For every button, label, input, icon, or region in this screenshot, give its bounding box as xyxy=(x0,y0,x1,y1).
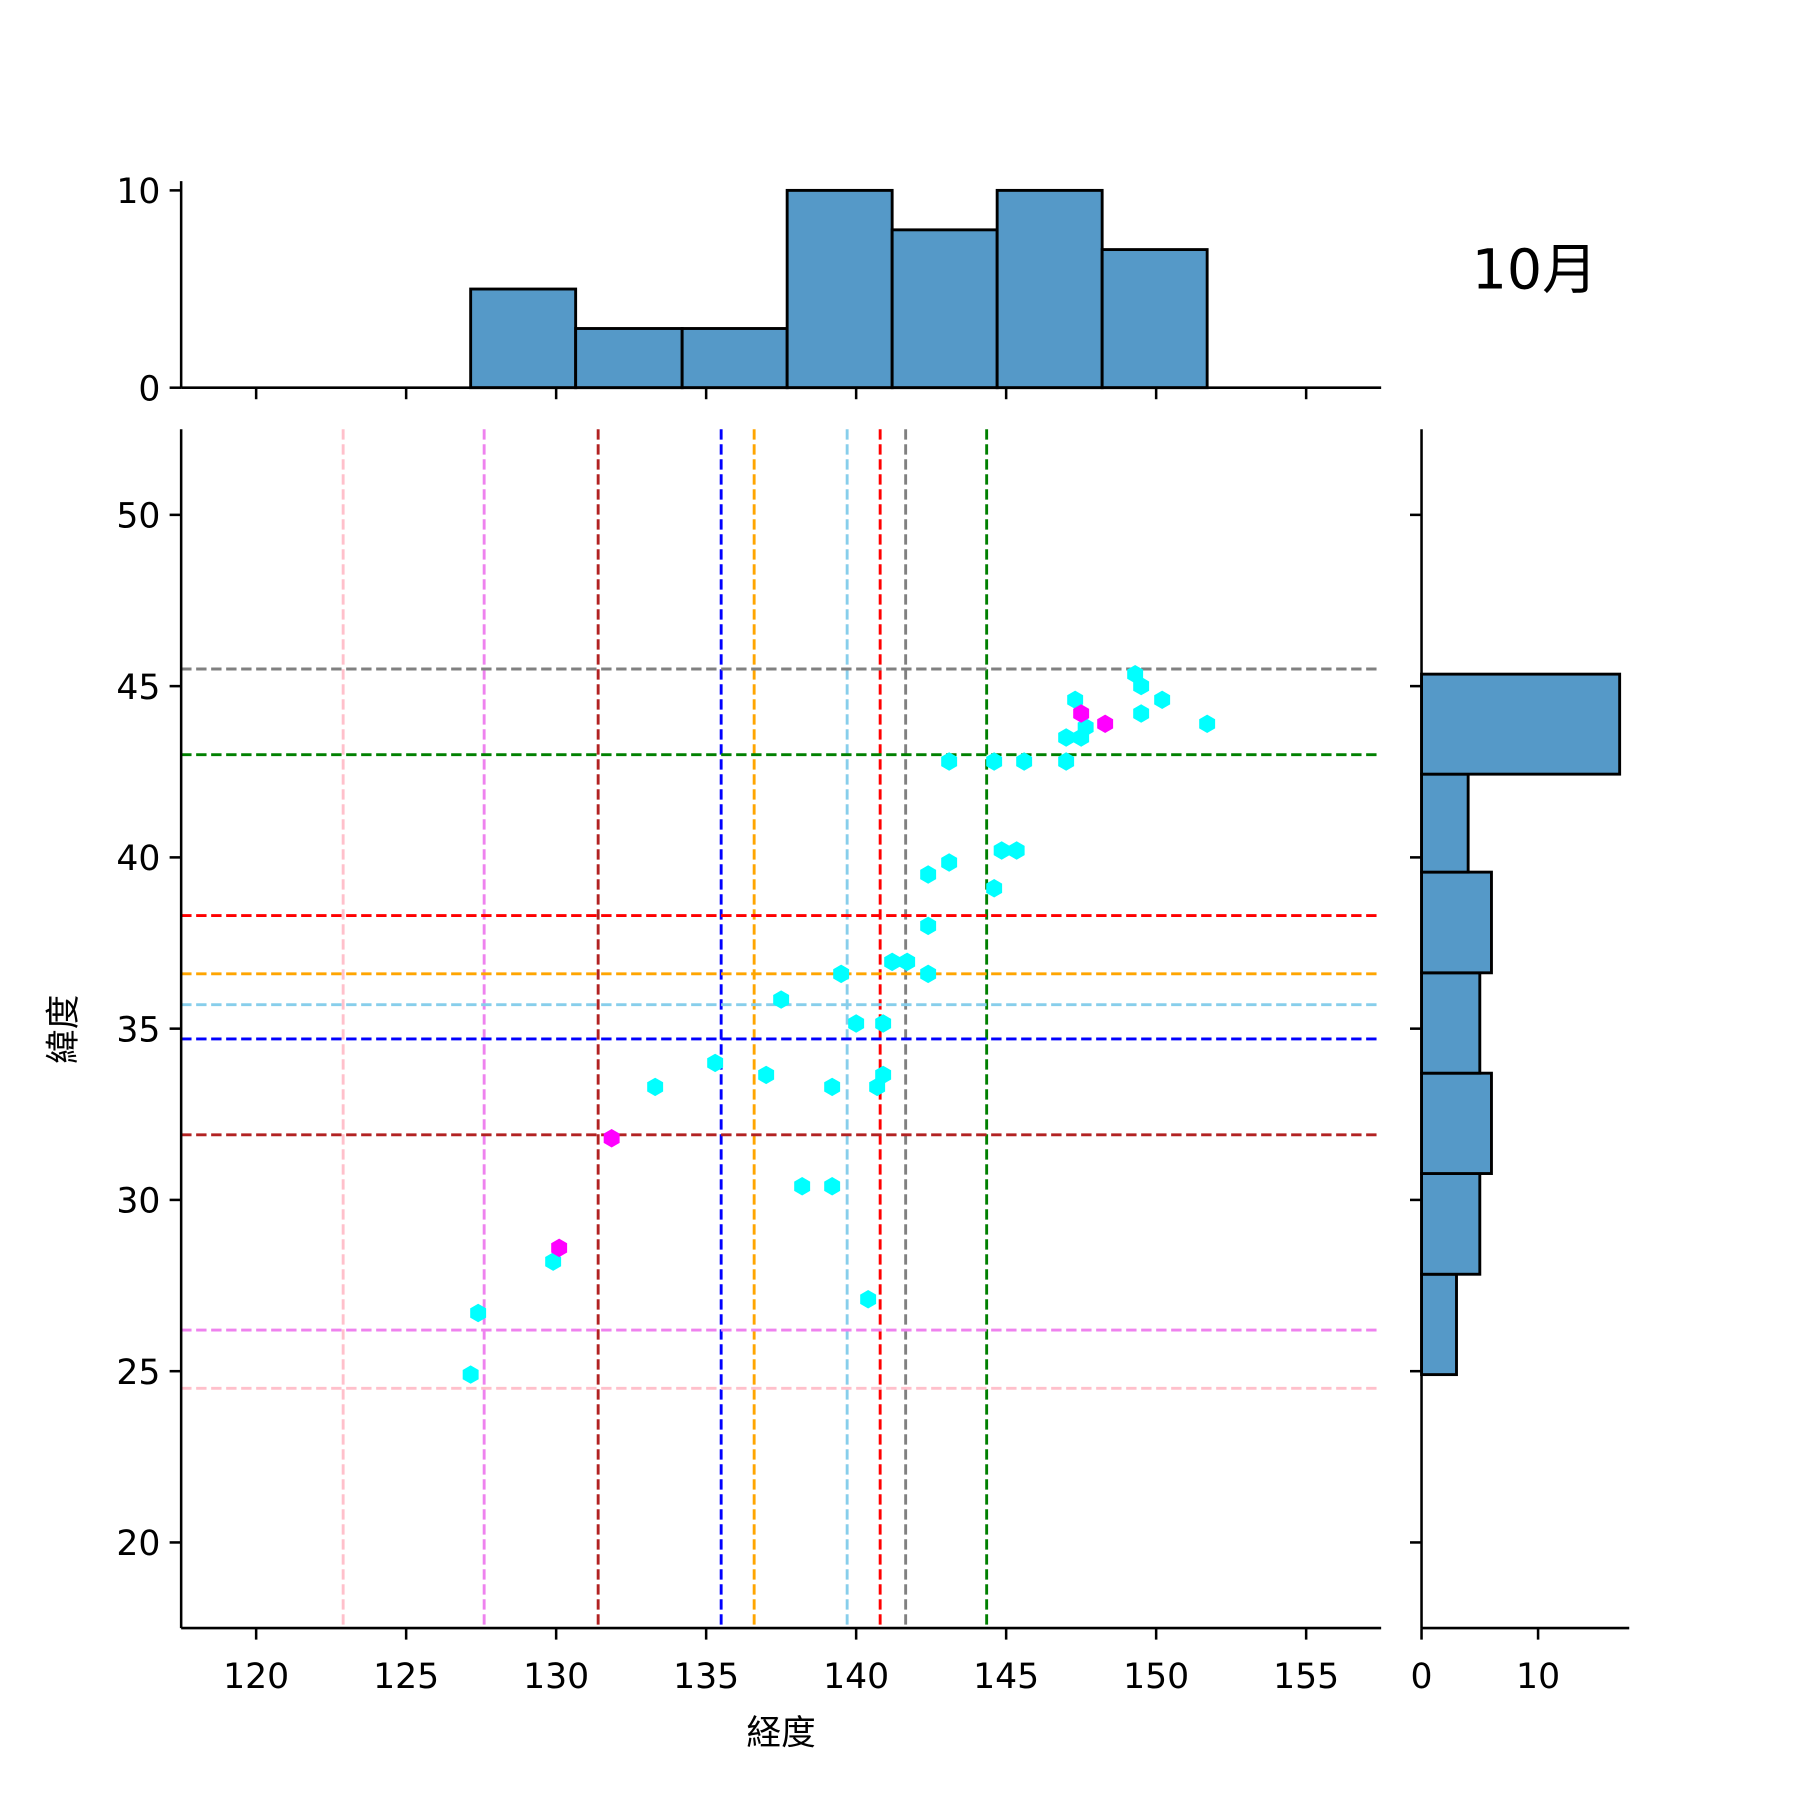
scatter-point-magenta xyxy=(603,1129,620,1148)
scatter-point-cyan xyxy=(860,1290,877,1309)
scatter-point-cyan xyxy=(848,1014,865,1033)
scatter-point-cyan xyxy=(1133,704,1150,723)
x-tick-label: 150 xyxy=(1123,1657,1189,1697)
scatter-point-cyan xyxy=(462,1365,479,1384)
x-tick-label: 120 xyxy=(223,1657,289,1697)
y-tick-label: 50 xyxy=(116,497,160,537)
x-tick-label: 125 xyxy=(373,1657,439,1697)
scatter-point-cyan xyxy=(1073,728,1090,747)
scatter-point-cyan xyxy=(1058,728,1075,747)
scatter-points xyxy=(462,664,1216,1384)
scatter-point-cyan xyxy=(920,964,937,984)
scatter-point-cyan xyxy=(875,1014,892,1033)
y-tick-label: 40 xyxy=(116,839,160,879)
top-hist-bar xyxy=(1100,248,1209,390)
right-hist-bar xyxy=(1420,1071,1493,1175)
y-tick-label: 25 xyxy=(116,1353,160,1393)
right-hist-bar xyxy=(1420,971,1482,1075)
scatter-point-cyan xyxy=(986,752,1003,771)
y-tick-label: 20 xyxy=(116,1524,160,1564)
scatter-point-cyan xyxy=(920,916,937,936)
top-hist-bar xyxy=(469,287,578,390)
top-hist-bar xyxy=(680,327,789,390)
scatter-point-cyan xyxy=(470,1303,487,1323)
scatter-point-cyan xyxy=(941,853,958,872)
top-hist-bar xyxy=(890,228,999,390)
x-axis-label: 経度 xyxy=(747,1714,816,1754)
scatter-point-cyan xyxy=(758,1065,775,1085)
scatter-point-cyan xyxy=(1067,690,1084,710)
right-hist-x-tick-label: 0 xyxy=(1411,1657,1433,1697)
y-axis-label: 緯度 xyxy=(44,995,84,1064)
x-tick-label: 140 xyxy=(823,1657,889,1697)
scatter-point-cyan xyxy=(1199,714,1216,734)
scatter-point-cyan xyxy=(833,964,850,984)
top-hist-y-tick-label: 0 xyxy=(138,369,160,409)
x-tick-label: 130 xyxy=(523,1657,589,1697)
scatter-point-cyan xyxy=(875,1065,892,1085)
scatter-point-magenta xyxy=(551,1238,568,1258)
scatter-point-cyan xyxy=(824,1077,841,1097)
scatter-point-cyan xyxy=(1058,752,1075,771)
scatter-point-cyan xyxy=(1154,690,1171,710)
x-tick-label: 155 xyxy=(1273,1657,1339,1697)
y-tick-label: 45 xyxy=(116,668,160,708)
right-hist-bar xyxy=(1420,672,1622,776)
scatter-point-magenta xyxy=(1097,714,1114,734)
right-histogram xyxy=(1420,672,1622,1377)
y-tick-label: 35 xyxy=(116,1010,160,1050)
top-histogram xyxy=(469,188,1209,390)
right-hist-bar xyxy=(1420,1272,1458,1377)
scatter-point-cyan xyxy=(545,1252,562,1271)
vertical-reference-lines xyxy=(341,429,989,1629)
scatter-point-cyan xyxy=(773,990,790,1009)
scatter-point-cyan xyxy=(941,752,958,771)
scatter-point-cyan xyxy=(920,865,937,884)
scatter-point-cyan xyxy=(824,1177,841,1196)
top-hist-bar xyxy=(574,327,684,390)
scatter-point-cyan xyxy=(1016,752,1033,771)
axes: 120 125 130 135 140 145 150 155 20 25 30 35 40 45 50 0 1… xyxy=(116,172,1630,1697)
scatter-point-cyan xyxy=(707,1053,724,1073)
horizontal-reference-lines xyxy=(181,667,1382,1390)
right-hist-bar xyxy=(1420,772,1470,874)
scatter-point-cyan xyxy=(794,1177,811,1196)
chart-title: 10月 xyxy=(1472,238,1598,302)
scatter-point-cyan xyxy=(1008,841,1025,860)
x-tick-label: 135 xyxy=(673,1657,739,1697)
top-hist-bar xyxy=(995,188,1104,390)
y-tick-label: 30 xyxy=(116,1182,160,1222)
right-hist-x-tick-label: 10 xyxy=(1516,1657,1560,1697)
scatter-point-magenta xyxy=(1073,704,1090,723)
x-tick-label: 145 xyxy=(973,1657,1039,1697)
top-hist-bar xyxy=(785,188,894,390)
scatter-point-cyan xyxy=(1133,676,1150,696)
scatter-point-cyan xyxy=(986,879,1003,898)
right-hist-bar xyxy=(1420,1172,1482,1276)
scatter-point-cyan xyxy=(993,841,1010,860)
scatter-point-cyan xyxy=(884,952,901,972)
scatter-point-cyan xyxy=(899,952,916,972)
right-hist-bar xyxy=(1420,870,1493,975)
top-hist-y-tick-label: 10 xyxy=(116,172,160,212)
scatter-point-cyan xyxy=(647,1077,664,1097)
